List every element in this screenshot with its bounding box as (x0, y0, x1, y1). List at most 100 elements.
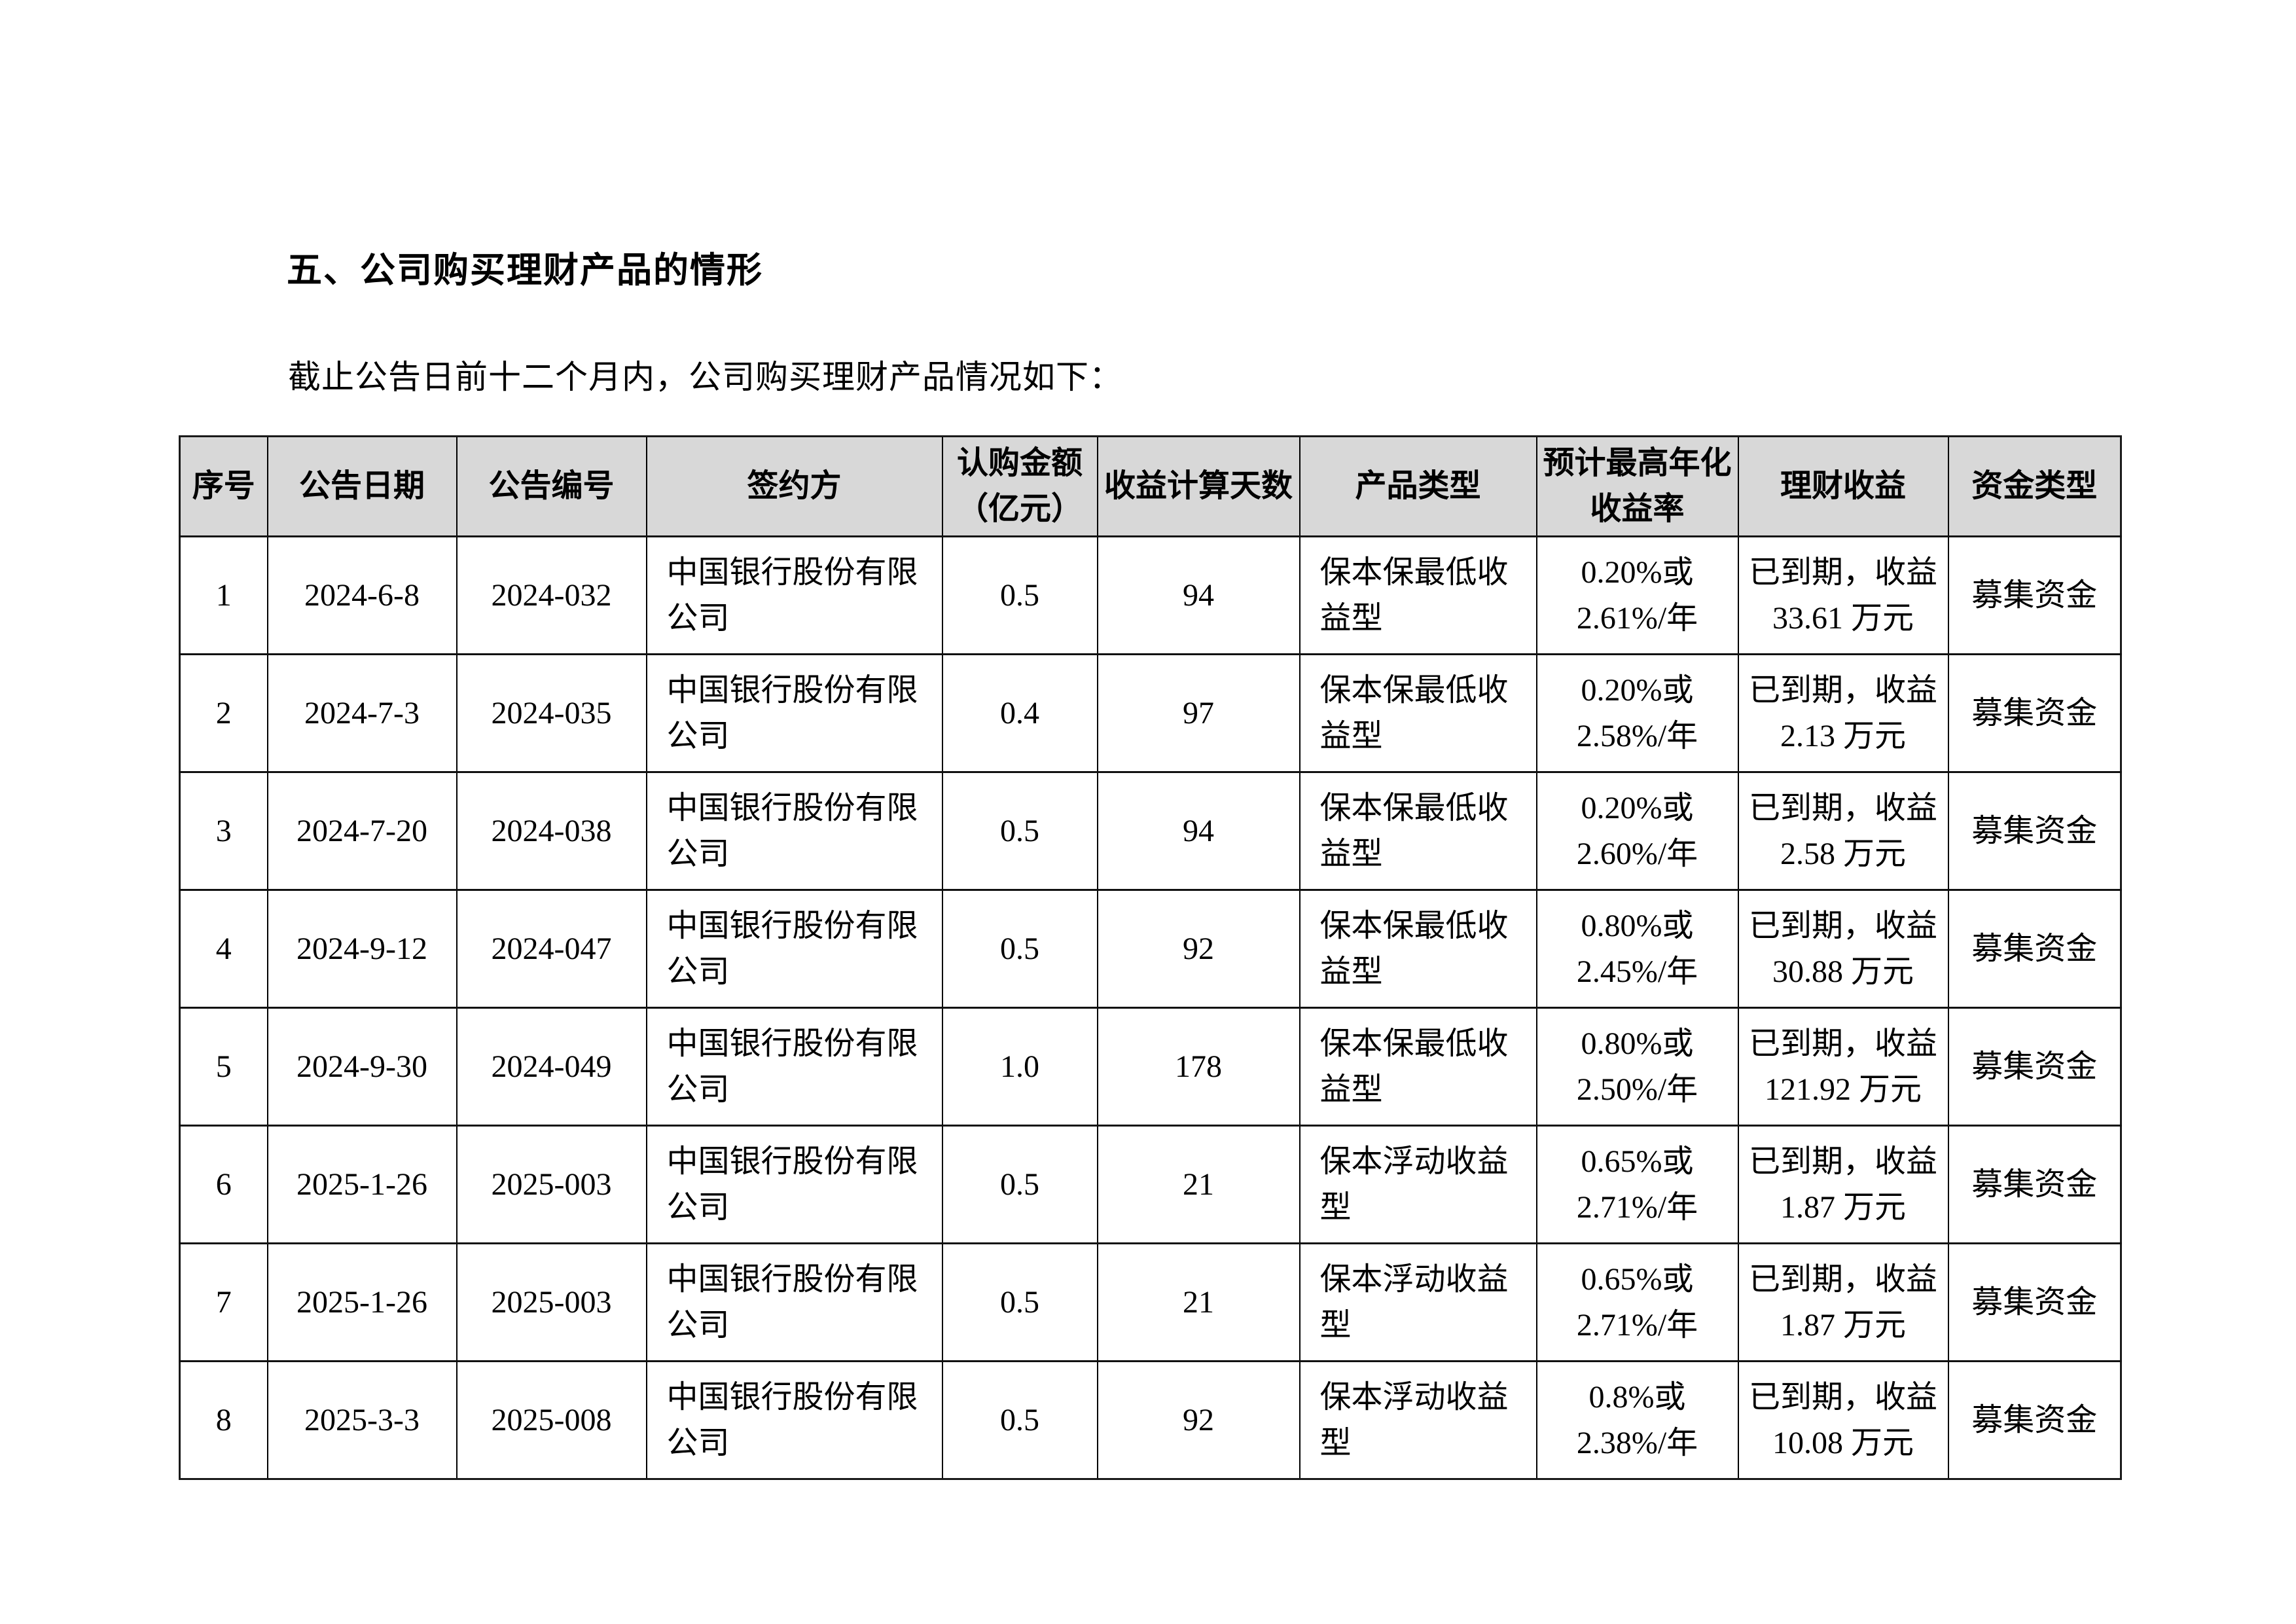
table-cell: 0.80%或 2.50%/年 (1535, 1007, 1739, 1126)
table-cell: 保本保最低收 益型 (1299, 890, 1537, 1008)
table-row: 5 2024-9-30 2024-049 中国银行股份有限 公司 1.0 178 保本保最低… (179, 1007, 2122, 1126)
table-cell: 2024-6-8 (266, 536, 457, 655)
table-row: 3 2024-7-20 2024-038 中国银行股份有限 公司 0.5 94 保本保最低收… (179, 772, 2122, 890)
table-cell: 2024-7-20 (266, 772, 457, 890)
table-cell: 2024-9-30 (266, 1007, 457, 1126)
table-cell: 21 (1096, 1125, 1300, 1244)
table-cell: 2025-1-26 (266, 1243, 457, 1362)
table-cell: 保本浮动收益 型 (1299, 1243, 1537, 1362)
table-cell: 0.5 (941, 536, 1098, 655)
table-cell: 6 (179, 1125, 268, 1244)
header-row: 序号 公告日期 公告编号 签约方 认购金额 （亿元） 收益计算天数 产品类型 预计最高年化 收… (179, 436, 2122, 537)
column-header: 收益计算天数 (1096, 436, 1300, 537)
table-cell: 已到期，收益 2.13 万元 (1737, 654, 1949, 772)
table-cell: 中国银行股份有限 公司 (645, 1125, 943, 1244)
table-row: 1 2024-6-8 2024-032 中国银行股份有限 公司 0.5 94 保本保最低收 … (179, 536, 2122, 655)
intro-paragraph: 截止公告日前十二个月内，公司购买理财产品情况如下： (288, 359, 1122, 395)
table-cell: 募集资金 (1947, 536, 2122, 655)
column-header: 预计最高年化 收益率 (1535, 436, 1739, 537)
column-header: 理财收益 (1737, 436, 1949, 537)
table-cell: 94 (1096, 772, 1300, 890)
table-cell: 0.65%或 2.71%/年 (1535, 1125, 1739, 1244)
column-header: 公告编号 (456, 436, 647, 537)
table-cell: 中国银行股份有限 公司 (645, 890, 943, 1008)
table-cell: 募集资金 (1947, 1007, 2122, 1126)
table-cell: 3 (179, 772, 268, 890)
table-cell: 中国银行股份有限 公司 (645, 536, 943, 655)
table-cell: 0.65%或 2.71%/年 (1535, 1243, 1739, 1362)
table-cell: 已到期，收益 1.87 万元 (1737, 1125, 1949, 1244)
table-cell: 2 (179, 654, 268, 772)
table-cell: 保本保最低收 益型 (1299, 654, 1537, 772)
table-cell: 8 (179, 1361, 268, 1479)
table-cell: 2025-003 (456, 1243, 647, 1362)
table-cell: 中国银行股份有限 公司 (645, 772, 943, 890)
table-cell: 92 (1096, 1361, 1300, 1479)
table-cell: 中国银行股份有限 公司 (645, 1007, 943, 1126)
table-cell: 2025-003 (456, 1125, 647, 1244)
table-cell: 募集资金 (1947, 1361, 2122, 1479)
table-cell: 募集资金 (1947, 1243, 2122, 1362)
table-cell: 已到期，收益 1.87 万元 (1737, 1243, 1949, 1362)
table-cell: 保本保最低收 益型 (1299, 1007, 1537, 1126)
table-cell: 已到期，收益 30.88 万元 (1737, 890, 1949, 1008)
table-cell: 0.8%或 2.38%/年 (1535, 1361, 1739, 1479)
table-cell: 保本浮动收益 型 (1299, 1361, 1537, 1479)
column-header: 认购金额 （亿元） (941, 436, 1098, 537)
table-cell: 2024-047 (456, 890, 647, 1008)
table-cell: 0.5 (941, 1361, 1098, 1479)
table-cell: 已到期，收益 10.08 万元 (1737, 1361, 1949, 1479)
table-cell: 0.20%或 2.61%/年 (1535, 536, 1739, 655)
table-cell: 21 (1096, 1243, 1300, 1362)
table-cell: 0.5 (941, 1243, 1098, 1362)
table-cell: 中国银行股份有限 公司 (645, 654, 943, 772)
table-cell: 1.0 (941, 1007, 1098, 1126)
table-row: 8 2025-3-3 2025-008 中国银行股份有限 公司 0.5 92 保本浮动收益 … (179, 1361, 2122, 1479)
table-cell: 2024-035 (456, 654, 647, 772)
table-cell: 5 (179, 1007, 268, 1126)
section-heading: 五、公司购买理财产品的情形 (287, 251, 763, 290)
table-cell: 0.4 (941, 654, 1098, 772)
column-header: 签约方 (645, 436, 943, 537)
table-cell: 4 (179, 890, 268, 1008)
table-cell: 0.20%或 2.58%/年 (1535, 654, 1739, 772)
table-head: 序号 公告日期 公告编号 签约方 认购金额 （亿元） 收益计算天数 产品类型 预计最高年化 收… (179, 436, 2122, 537)
table-cell: 2024-038 (456, 772, 647, 890)
table-cell: 保本保最低收 益型 (1299, 772, 1537, 890)
table-cell: 募集资金 (1947, 890, 2122, 1008)
table-body: 1 2024-6-8 2024-032 中国银行股份有限 公司 0.5 94 保本保最低收 … (179, 536, 2122, 1479)
table-cell: 募集资金 (1947, 772, 2122, 890)
table-cell: 2024-9-12 (266, 890, 457, 1008)
table-row: 4 2024-9-12 2024-047 中国银行股份有限 公司 0.5 92 保本保最低收… (179, 890, 2122, 1008)
table-cell: 94 (1096, 536, 1300, 655)
wealth-products-table: 序号 公告日期 公告编号 签约方 认购金额 （亿元） 收益计算天数 产品类型 预计最高年化 收… (179, 435, 2122, 1480)
table-cell: 募集资金 (1947, 1125, 2122, 1244)
table-cell: 保本保最低收 益型 (1299, 536, 1537, 655)
column-header: 序号 (179, 436, 268, 537)
table-cell: 2024-7-3 (266, 654, 457, 772)
table-cell: 92 (1096, 890, 1300, 1008)
column-header: 公告日期 (266, 436, 457, 537)
table-cell: 0.80%或 2.45%/年 (1535, 890, 1739, 1008)
table-cell: 2024-049 (456, 1007, 647, 1126)
table-row: 6 2025-1-26 2025-003 中国银行股份有限 公司 0.5 21 保本浮动收益… (179, 1125, 2122, 1244)
column-header: 资金类型 (1947, 436, 2122, 537)
table-row: 7 2025-1-26 2025-003 中国银行股份有限 公司 0.5 21 保本浮动收益… (179, 1243, 2122, 1362)
table-cell: 7 (179, 1243, 268, 1362)
table-cell: 募集资金 (1947, 654, 2122, 772)
column-header: 产品类型 (1299, 436, 1537, 537)
table-cell: 0.5 (941, 772, 1098, 890)
table-cell: 已到期，收益 2.58 万元 (1737, 772, 1949, 890)
table-cell: 0.5 (941, 890, 1098, 1008)
table-cell: 中国银行股份有限 公司 (645, 1243, 943, 1362)
table-cell: 178 (1096, 1007, 1300, 1126)
table-cell: 已到期，收益 121.92 万元 (1737, 1007, 1949, 1126)
table-cell: 2025-008 (456, 1361, 647, 1479)
table-cell: 97 (1096, 654, 1300, 772)
table-cell: 2025-1-26 (266, 1125, 457, 1244)
table-cell: 1 (179, 536, 268, 655)
table-cell: 保本浮动收益 型 (1299, 1125, 1537, 1244)
table-row: 2 2024-7-3 2024-035 中国银行股份有限 公司 0.4 97 保本保最低收 … (179, 654, 2122, 772)
table-cell: 2024-032 (456, 536, 647, 655)
